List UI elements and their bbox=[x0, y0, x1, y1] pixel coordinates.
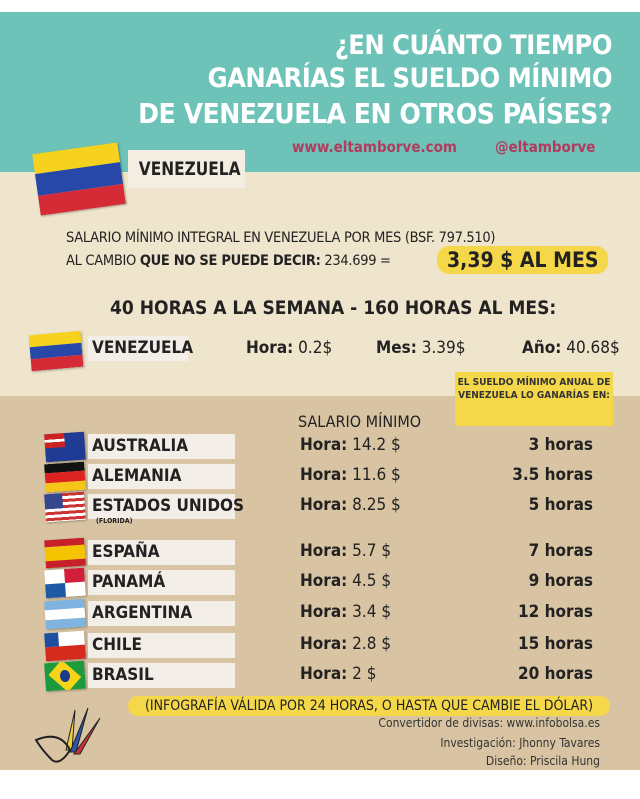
wage-cell: Hora: 3.4 $ bbox=[300, 602, 391, 622]
time-to-earn: 3.5 horas bbox=[512, 465, 593, 485]
intro-line-1: SALARIO MÍNIMO INTEGRAL EN VENEZUELA POR… bbox=[66, 230, 496, 246]
estados-unidos-flag-icon bbox=[44, 491, 86, 523]
hora-label: Hora: bbox=[300, 571, 348, 591]
country-sublabel: (FLORIDA) bbox=[96, 517, 133, 525]
venezuela-hora-label: Hora: bbox=[246, 338, 294, 358]
country-label: ARGENTINA bbox=[88, 601, 235, 626]
country-label: ESPAÑA bbox=[88, 540, 235, 565]
wage-cell: Hora: 8.25 $ bbox=[300, 495, 401, 515]
wage-value: 2.8 $ bbox=[352, 634, 392, 654]
venezuela-flag-icon bbox=[28, 330, 84, 372]
social-handle[interactable]: @eltamborve bbox=[495, 138, 596, 156]
venezuela-label: VENEZUELA bbox=[88, 336, 193, 361]
alemania-flag-icon bbox=[44, 461, 86, 493]
country-label: CHILE bbox=[88, 633, 235, 658]
monthly-dollar-highlight: 3,39 $ AL MES bbox=[437, 246, 609, 274]
country-label: ALEMANIA bbox=[88, 464, 235, 489]
credit-design: Diseño: Priscila Hung bbox=[485, 754, 600, 768]
wage-value: 11.6 $ bbox=[352, 465, 401, 485]
venezuela-mes: 3.39$ bbox=[421, 338, 466, 358]
wage-value: 4.5 $ bbox=[352, 571, 392, 591]
venezuela-flag-icon bbox=[32, 142, 126, 216]
wage-value: 5.7 $ bbox=[352, 541, 392, 561]
hora-label: Hora: bbox=[300, 664, 348, 684]
panam--flag-icon bbox=[44, 567, 86, 599]
wage-value: 14.2 $ bbox=[352, 435, 401, 455]
venezuela-ano-label: Año: bbox=[522, 338, 562, 358]
intro-rate: 234.699 = bbox=[324, 253, 391, 269]
time-to-earn: 9 horas bbox=[528, 571, 593, 591]
time-to-earn: 15 horas bbox=[518, 634, 593, 654]
title-line-1: ¿EN CUÁNTO TIEMPO bbox=[334, 30, 613, 61]
country-label: PANAMÁ bbox=[88, 570, 235, 595]
brasil-flag-icon bbox=[44, 660, 86, 692]
hora-label: Hora: bbox=[300, 541, 348, 561]
espa-a-flag-icon bbox=[44, 537, 86, 569]
intro-no-se-puede: QUE NO SE PUEDE DECIR: bbox=[139, 253, 321, 269]
wage-cell: Hora: 2 $ bbox=[300, 664, 376, 684]
hora-label: Hora: bbox=[300, 435, 348, 455]
hora-label: Hora: bbox=[300, 495, 348, 515]
wage-cell: Hora: 5.7 $ bbox=[300, 541, 391, 561]
venezuela-mes-label: Mes: bbox=[376, 338, 417, 358]
credit-converter: Convertidor de divisas: www.infobolsa.es bbox=[378, 716, 600, 730]
column-header-salario: SALARIO MÍNIMO bbox=[298, 412, 422, 431]
wage-cell: Hora: 14.2 $ bbox=[300, 435, 401, 455]
credit-research: Investigación: Jhonny Tavares bbox=[440, 736, 600, 750]
country-tab: VENEZUELA bbox=[128, 150, 245, 188]
time-to-earn: 3 horas bbox=[528, 435, 593, 455]
australia-flag-icon bbox=[44, 431, 86, 463]
chile-flag-icon bbox=[44, 630, 86, 662]
argentina-flag-icon bbox=[44, 598, 86, 630]
hora-label: Hora: bbox=[300, 634, 348, 654]
time-to-earn: 7 horas bbox=[528, 541, 593, 561]
drum-logo-icon bbox=[34, 707, 101, 763]
title-line-3: DE VENEZUELA EN OTROS PAÍSES? bbox=[138, 97, 612, 130]
hours-heading: 40 HORAS A LA SEMANA - 160 HORAS AL MES: bbox=[110, 297, 557, 319]
time-to-earn: 20 horas bbox=[518, 664, 593, 684]
wage-value: 3.4 $ bbox=[352, 602, 392, 622]
title-line-2: GANARÍAS EL SUELDO MÍNIMO bbox=[207, 63, 613, 94]
hora-label: Hora: bbox=[300, 465, 348, 485]
annual-note: EL SUELDO MÍNIMO ANUAL DE VENEZUELA LO G… bbox=[455, 372, 613, 426]
website-link[interactable]: www.eltamborve.com bbox=[292, 138, 457, 156]
intro-al-cambio: AL CAMBIO bbox=[66, 253, 136, 269]
country-label: ESTADOS UNIDOS bbox=[88, 494, 244, 519]
venezuela-ano: 40.68$ bbox=[566, 338, 620, 358]
time-to-earn: 12 horas bbox=[518, 602, 593, 622]
disclaimer: (INFOGRAFÍA VÁLIDA POR 24 HORAS, O HASTA… bbox=[128, 696, 610, 716]
venezuela-hora: 0.2$ bbox=[298, 338, 333, 358]
country-label: AUSTRALIA bbox=[88, 434, 235, 459]
hora-label: Hora: bbox=[300, 602, 348, 622]
time-to-earn: 5 horas bbox=[528, 495, 593, 515]
wage-value: 8.25 $ bbox=[352, 495, 401, 515]
wage-cell: Hora: 11.6 $ bbox=[300, 465, 401, 485]
wage-cell: Hora: 4.5 $ bbox=[300, 571, 391, 591]
wage-cell: Hora: 2.8 $ bbox=[300, 634, 391, 654]
country-label: BRASIL bbox=[88, 663, 235, 688]
wage-value: 2 $ bbox=[352, 664, 377, 684]
